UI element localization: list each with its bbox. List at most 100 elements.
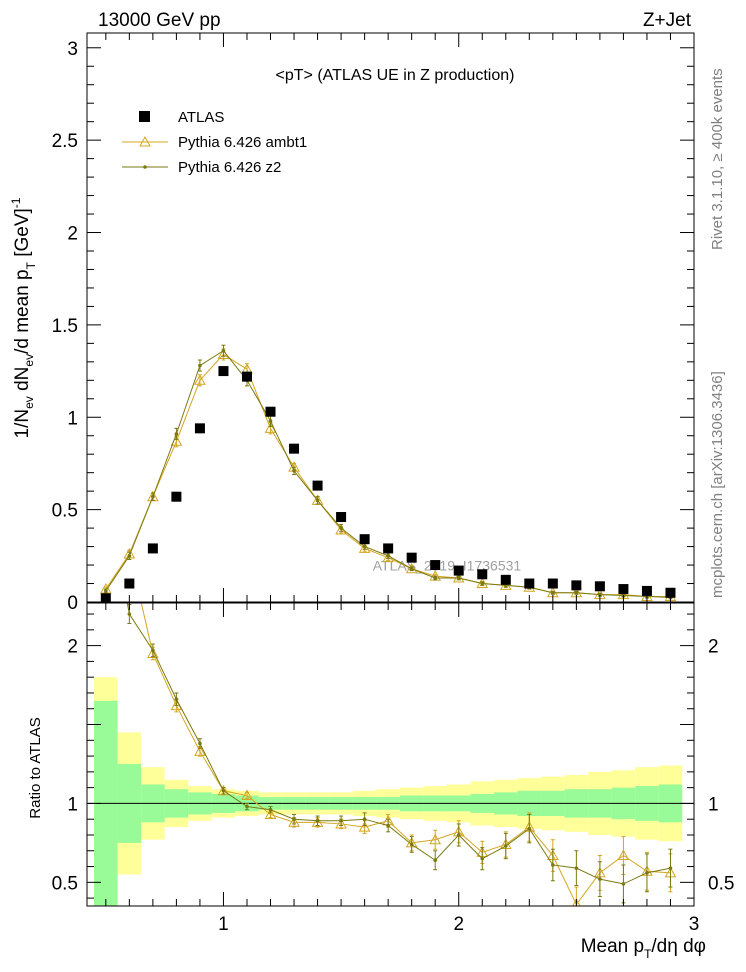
ratio-point-ambt1 bbox=[335, 817, 347, 829]
ratio-xtick-label: 3 bbox=[689, 914, 700, 935]
main-point-z2 bbox=[174, 432, 179, 436]
main-point-ambt1 bbox=[264, 422, 277, 433]
ratio-point-z2 bbox=[198, 741, 202, 746]
main-title: <pT> (ATLAS UE in Z production) bbox=[276, 67, 515, 84]
ratio-point-ambt1 bbox=[147, 647, 159, 658]
ratio-point-ambt1 bbox=[170, 699, 183, 711]
legend-entry-atlas: ATLAS bbox=[139, 109, 224, 126]
ratio-xlabel: Mean pT/dη dφ bbox=[581, 936, 706, 961]
main-point-z2 bbox=[409, 566, 414, 571]
legend-marker-atlas bbox=[139, 111, 150, 122]
ratio-point-ambt1 bbox=[264, 808, 277, 819]
main-point-atlas bbox=[289, 443, 300, 454]
main-ytick-label: 1 bbox=[67, 408, 78, 429]
main-point-atlas bbox=[194, 423, 205, 434]
ratio-point-z2 bbox=[598, 877, 602, 881]
main-point-ambt1 bbox=[194, 374, 206, 385]
main-point-ambt1 bbox=[405, 562, 418, 574]
main-point-atlas bbox=[383, 543, 394, 554]
main-point-z2 bbox=[339, 526, 343, 530]
main-ylabel: 1/Nev dNev/d mean pT [GeV]-1 bbox=[9, 197, 38, 438]
main-point-atlas bbox=[524, 578, 535, 589]
main-point-atlas bbox=[500, 574, 511, 585]
ratio-point-z2 bbox=[527, 826, 532, 831]
main-ytick-label: 2 bbox=[67, 224, 78, 245]
ratio-point-z2 bbox=[409, 842, 414, 847]
main-point-z2 bbox=[433, 576, 438, 580]
legend-label-atlas: ATLAS bbox=[178, 109, 224, 126]
main-point-atlas bbox=[124, 578, 135, 589]
ratio-point-ambt1 bbox=[241, 789, 253, 801]
legend-marker-z2 bbox=[143, 165, 147, 169]
legend-marker-ambt1 bbox=[139, 135, 151, 147]
main-frame bbox=[86, 32, 695, 603]
ratio-point-z2 bbox=[456, 833, 461, 837]
ratio-panel: 1 2 3 0.5 0.5 1 1 2 2 Ratio to ATLAS Mean pT/dη … bbox=[27, 404, 734, 961]
ratio-point-z2 bbox=[127, 612, 132, 616]
rivet-label: Rivet 3.1.10, ≥ 400k events bbox=[709, 68, 726, 250]
main-point-atlas bbox=[171, 491, 182, 502]
legend-entry-ambt1: Pythia 6.426 ambt1 bbox=[122, 134, 307, 151]
legend-label-ambt1: Pythia 6.426 ambt1 bbox=[178, 134, 307, 151]
main-point-z2 bbox=[456, 576, 461, 580]
main-point-z2 bbox=[315, 498, 320, 503]
ratio-point-z2 bbox=[104, 486, 108, 490]
ratio-point-z2 bbox=[621, 882, 626, 886]
energy-label: 13000 GeV pp bbox=[98, 10, 221, 31]
main-point-atlas bbox=[430, 560, 441, 571]
ratio-point-z2 bbox=[574, 866, 579, 870]
ratio-xtick-label: 2 bbox=[453, 914, 464, 935]
ratio-point-z2 bbox=[221, 788, 226, 793]
ratio-point-z2 bbox=[174, 697, 179, 702]
ratio-point-z2 bbox=[339, 818, 343, 823]
ratio-point-z2 bbox=[551, 863, 555, 867]
main-point-atlas bbox=[218, 366, 229, 377]
main-point-atlas bbox=[265, 406, 276, 417]
main-point-atlas bbox=[359, 534, 370, 545]
main-point-z2 bbox=[386, 554, 390, 558]
ratio-point-ambt1 bbox=[572, 898, 581, 906]
main-point-atlas bbox=[641, 585, 652, 596]
legend-label-z2: Pythia 6.426 z2 bbox=[178, 159, 281, 176]
ratio-ytick-label: 1 bbox=[67, 794, 78, 815]
ratio-point-ambt1 bbox=[101, 404, 111, 413]
ratio-point-z2 bbox=[362, 817, 367, 822]
main-ytick-label: 3 bbox=[67, 39, 78, 60]
main-point-z2 bbox=[268, 419, 273, 423]
main-point-atlas bbox=[406, 552, 417, 563]
main-point-atlas bbox=[453, 565, 464, 576]
ratio-ytick-label-right: 1 bbox=[708, 794, 719, 815]
ratio-point-ambt1 bbox=[217, 784, 230, 796]
main-point-atlas bbox=[336, 512, 347, 523]
ratio-point-ambt1 bbox=[617, 849, 630, 860]
ratio-point-z2 bbox=[151, 648, 155, 653]
ratio-point-ambt1 bbox=[429, 833, 442, 845]
mcplots-label: mcplots.cern.ch [arXiv:1306.3436] bbox=[709, 371, 726, 598]
main-point-z2 bbox=[574, 590, 579, 595]
main-point-z2 bbox=[362, 544, 367, 549]
main-point-z2 bbox=[151, 494, 155, 499]
ratio-point-z2 bbox=[268, 807, 273, 812]
legend-entry-z2: Pythia 6.426 z2 bbox=[122, 159, 281, 176]
main-panel: ATLAS_2019_I1736531 00.511.522.53 <pT> (… bbox=[9, 32, 695, 614]
main-point-z2 bbox=[104, 589, 108, 593]
main-point-z2 bbox=[221, 348, 226, 353]
main-point-atlas bbox=[477, 569, 488, 580]
main-ytick-label: 0.5 bbox=[52, 501, 78, 522]
ratio-point-ambt1 bbox=[194, 745, 206, 756]
ratio-point-z2 bbox=[433, 858, 438, 863]
ratio-ytick-label-right: 2 bbox=[708, 637, 719, 658]
main-point-atlas bbox=[241, 371, 252, 382]
ratio-point-z2 bbox=[386, 823, 390, 828]
ratio-ytick-label: 2 bbox=[67, 637, 78, 658]
process-label: Z+Jet bbox=[643, 10, 692, 31]
ratio-point-ambt1 bbox=[311, 816, 324, 827]
main-ytick-label: 1.5 bbox=[52, 316, 78, 337]
ratio-frame bbox=[86, 602, 695, 907]
main-point-z2 bbox=[292, 469, 296, 473]
main-ytick-label: 0 bbox=[67, 593, 78, 614]
main-point-z2 bbox=[480, 581, 485, 586]
ratio-point-z2 bbox=[503, 844, 508, 848]
main-point-atlas bbox=[147, 543, 158, 554]
